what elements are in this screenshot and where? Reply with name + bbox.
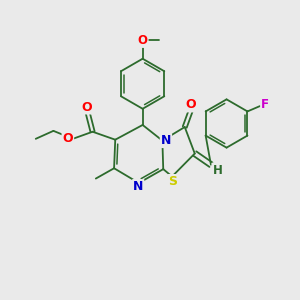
Text: O: O [185, 98, 196, 111]
Text: O: O [62, 132, 73, 145]
Text: O: O [81, 100, 92, 113]
Text: N: N [161, 134, 171, 147]
Text: S: S [169, 175, 178, 188]
Text: H: H [212, 164, 222, 176]
Text: F: F [261, 98, 269, 111]
Text: O: O [138, 34, 148, 47]
Text: N: N [133, 180, 143, 193]
